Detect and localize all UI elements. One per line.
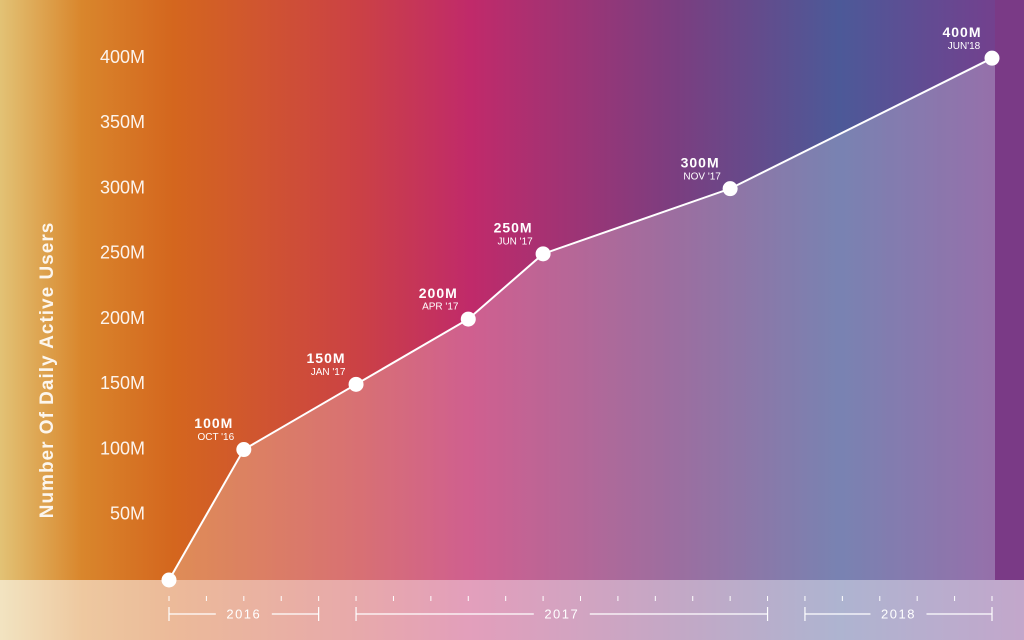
point [236, 442, 252, 458]
y-tick-label: 50M [110, 504, 145, 524]
value-label: 400M [942, 24, 981, 40]
year-label: 2017 [544, 606, 579, 621]
y-tick-label: 200M [100, 308, 145, 328]
date-label: NOV '17 [683, 171, 721, 182]
point [722, 181, 738, 197]
date-label: JUN '17 [497, 237, 533, 248]
y-tick-label: 150M [100, 373, 145, 393]
y-axis-title: Number Of Daily Active Users [37, 222, 58, 519]
y-tick-label: 400M [100, 47, 145, 67]
y-tick-label: 100M [100, 438, 145, 458]
y-tick-label: 300M [100, 177, 145, 197]
year-label: 2016 [226, 606, 261, 621]
value-label: 250M [494, 220, 533, 236]
right-strip [995, 0, 1024, 580]
y-tick-label: 350M [100, 112, 145, 132]
year-label: 2018 [881, 606, 916, 621]
date-label: APR '17 [422, 302, 459, 313]
value-label: 150M [307, 350, 346, 366]
point [348, 376, 364, 392]
axis-band [0, 580, 1024, 640]
date-label: JAN '17 [311, 367, 346, 378]
point [460, 311, 476, 327]
date-label: JUN'18 [948, 41, 981, 52]
value-label: 200M [419, 285, 458, 301]
point [984, 50, 1000, 66]
value-label: 100M [194, 415, 233, 431]
point [161, 572, 177, 588]
date-label: OCT '16 [197, 432, 234, 443]
area [169, 58, 995, 580]
point [535, 246, 551, 262]
value-label: 300M [681, 154, 720, 170]
y-tick-label: 250M [100, 243, 145, 263]
